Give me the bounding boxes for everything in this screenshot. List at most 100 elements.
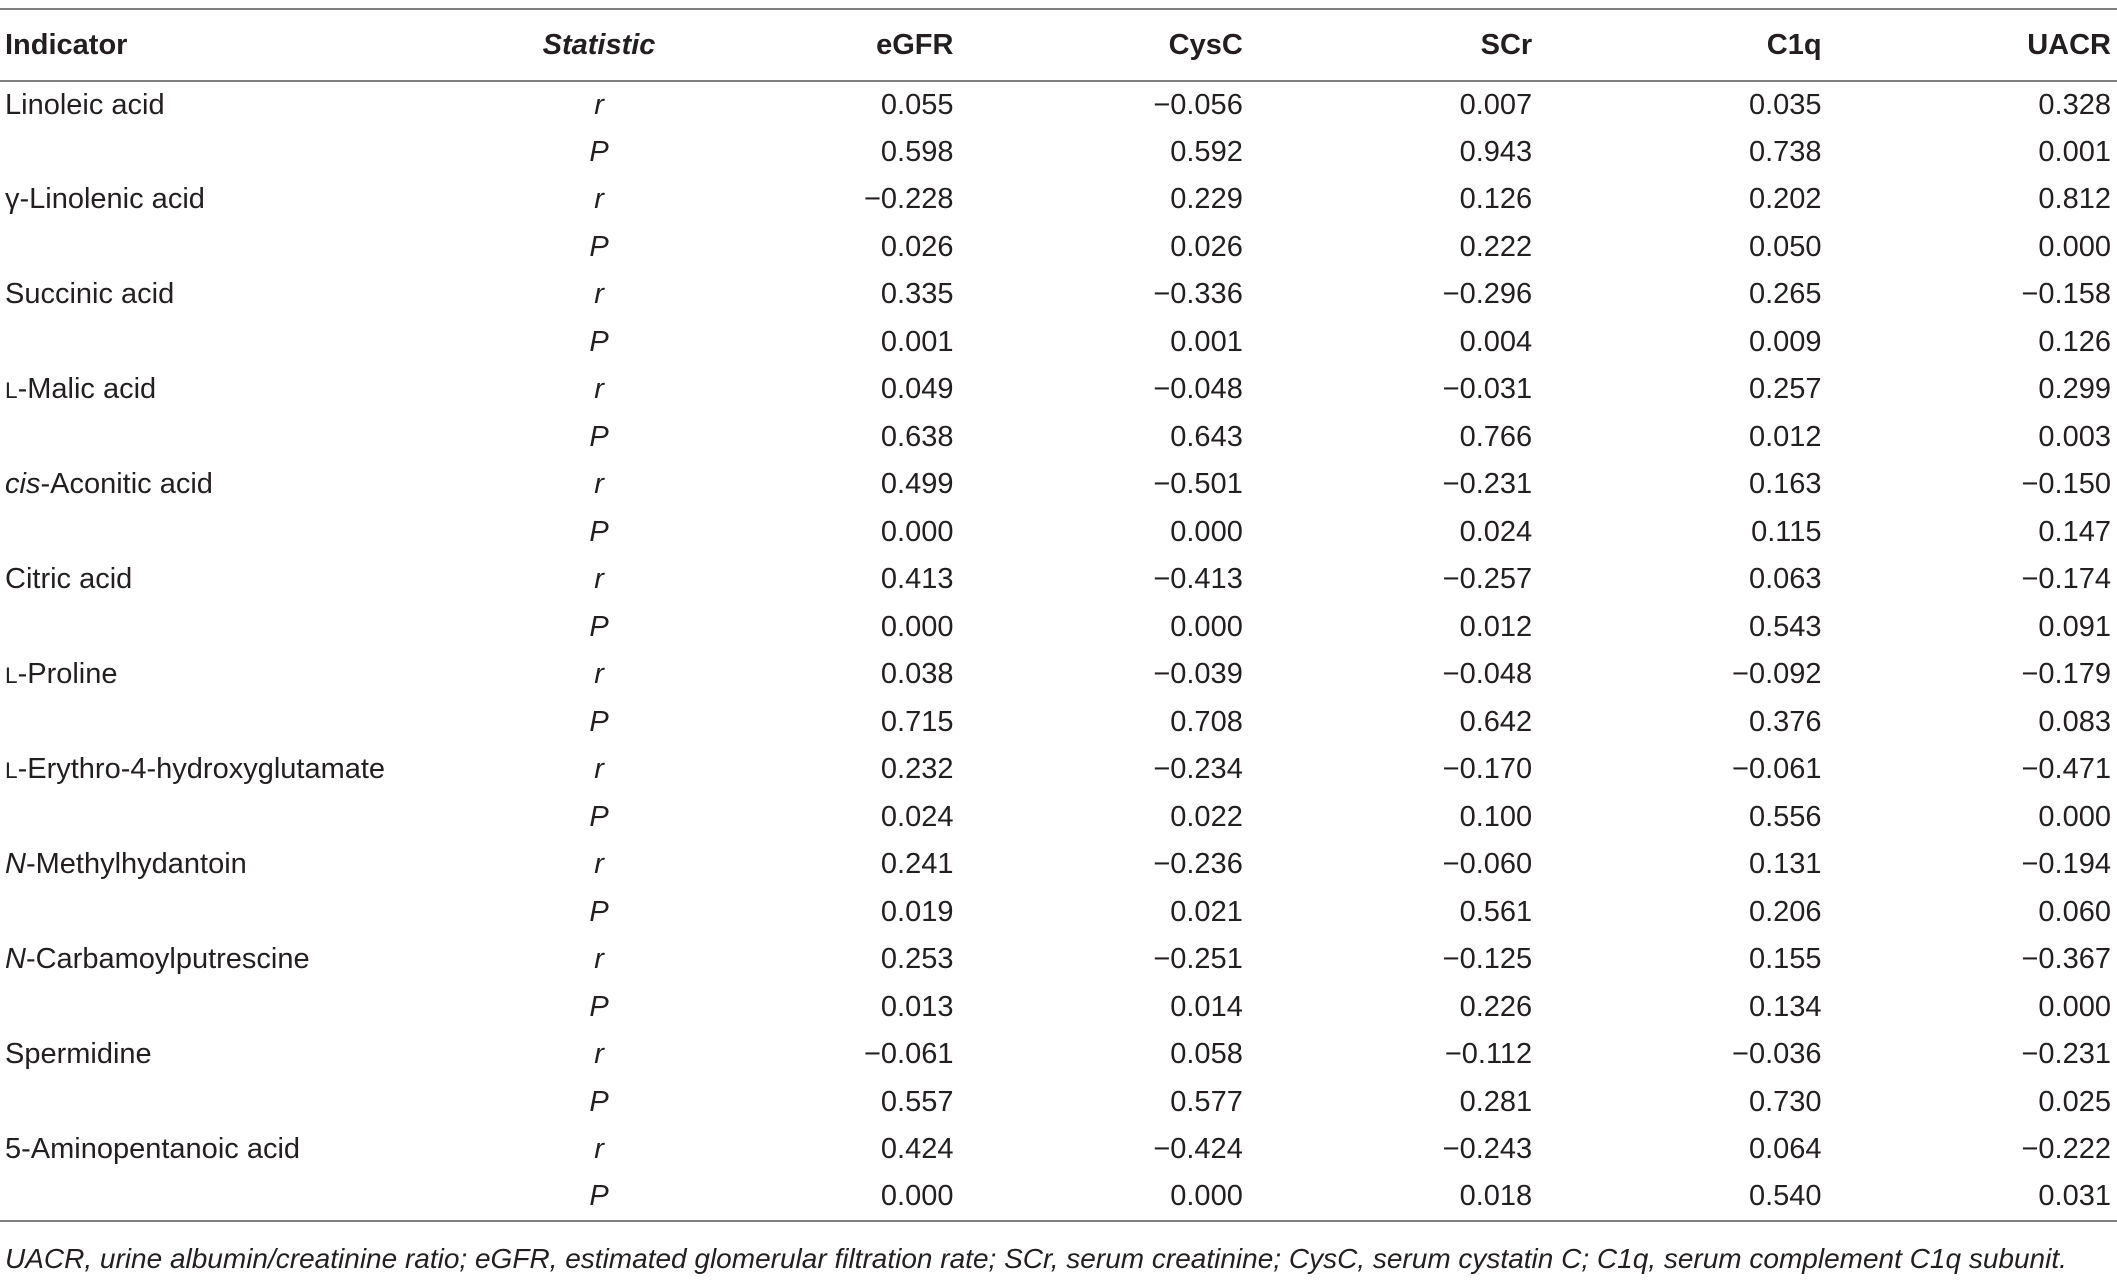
indicator-cell	[0, 509, 528, 557]
correlation-table: Indicator Statistic eGFR CysC SCr C1q UA…	[0, 8, 2117, 1222]
c1q-value-cell: 0.115	[1751, 515, 1822, 548]
statistic-cell: P	[589, 420, 609, 453]
egfr-value-cell: 0.038	[880, 658, 954, 691]
scr-value-cell: 0.024	[1459, 515, 1533, 548]
scr-value-cell: −0.112	[1444, 1038, 1533, 1071]
statistic-cell: P	[589, 135, 609, 168]
scr-value-cell: −0.170	[1442, 753, 1533, 786]
statistic-cell: P	[527, 1173, 671, 1222]
egfr-value-cell: 0.026	[880, 230, 954, 263]
cysc-value-cell: 0.001	[1170, 325, 1243, 358]
cysc-value-cell: −0.234	[1153, 753, 1243, 786]
uacr-value-cell: 0.000	[2038, 990, 2111, 1023]
c1q-value-cell: 0.163	[1748, 468, 1822, 501]
statistic-cell: r	[594, 943, 604, 976]
uacr-value-cell: −0.194	[2021, 848, 2111, 881]
egfr-value-cell: 0.024	[880, 800, 954, 833]
c1q-value-cell: 0.064	[1748, 1133, 1822, 1166]
cysc-value-cell: −0.039	[1153, 658, 1243, 691]
scr-value-cell: 0.100	[1459, 800, 1533, 833]
table-row: L-Proline r 0.038 −0.039 −0.048 −0.092 −0.179	[0, 651, 2117, 699]
indicator-cell: Linoleic acid	[0, 81, 528, 129]
table-row: P 0.000 0.000 0.024 0.115 0.147	[0, 509, 2117, 557]
scr-value-cell: 0.018	[1248, 1173, 1539, 1222]
statistic-cell: r	[594, 848, 604, 881]
uacr-value-cell: 0.091	[2038, 610, 2111, 643]
indicator-cell	[0, 1079, 528, 1127]
egfr-value-cell: 0.598	[880, 135, 954, 168]
statistic-cell: P	[589, 705, 609, 738]
cysc-value-cell: −0.424	[1153, 1133, 1243, 1166]
c1q-value-cell: 0.012	[1748, 420, 1822, 453]
indicator-name: 5-Aminopentanoic acid	[5, 1133, 301, 1166]
table-footnote: UACR, urine albumin/creatinine ratio; eG…	[5, 1243, 2067, 1274]
table-row: Spermidine r −0.061 0.058 −0.112 −0.036 −0.231	[0, 1031, 2117, 1079]
c1q-value-cell: −0.036	[1732, 1038, 1822, 1071]
table-row: P 0.026 0.026 0.222 0.050 0.000	[0, 224, 2117, 272]
statistic-cell: P	[589, 325, 609, 358]
cysc-value-cell: −0.056	[1153, 88, 1243, 121]
cysc-value-cell: 0.000	[1170, 610, 1243, 643]
c1q-value-cell: 0.009	[1748, 325, 1822, 358]
uacr-value-cell: 0.001	[2038, 135, 2111, 168]
egfr-value-cell: 0.557	[880, 1085, 954, 1118]
egfr-value-cell: 0.232	[880, 753, 954, 786]
uacr-value-cell: −0.222	[2021, 1133, 2111, 1166]
indicator-cell: L-Proline	[0, 651, 528, 699]
uacr-value-cell: −0.158	[2021, 278, 2111, 311]
egfr-value-cell: 0.715	[880, 705, 954, 738]
indicator-cell: Spermidine	[0, 1031, 528, 1079]
c1q-value-cell: 0.050	[1748, 230, 1822, 263]
egfr-value-cell: 0.000	[880, 515, 954, 548]
statistic-cell: P	[589, 895, 609, 928]
indicator-cell	[0, 889, 528, 937]
c1q-value-cell: 0.730	[1748, 1085, 1822, 1118]
scr-value-cell: 0.561	[1459, 895, 1533, 928]
indicator-name: γ-Linolenic acid	[5, 183, 205, 216]
c1q-value-cell: 0.543	[1748, 610, 1822, 643]
egfr-value-cell: 0.424	[880, 1133, 954, 1166]
scr-value-cell: −0.243	[1442, 1133, 1533, 1166]
cysc-value-cell: 0.022	[1170, 800, 1243, 833]
header-row: Indicator Statistic eGFR CysC SCr C1q UA…	[0, 8, 2117, 82]
uacr-value-cell: 0.328	[2038, 88, 2111, 121]
indicator-cell	[0, 414, 528, 462]
header-scr: SCr	[1248, 8, 1539, 82]
c1q-value-cell: 0.738	[1748, 135, 1822, 168]
c1q-value-cell: 0.202	[1748, 183, 1822, 216]
uacr-value-cell: −0.231	[2021, 1038, 2111, 1071]
egfr-value-cell: 0.499	[880, 468, 954, 501]
table-row: P 0.000 0.000 0.012 0.543 0.091	[0, 604, 2117, 652]
c1q-value-cell: 0.265	[1748, 278, 1822, 311]
table-row: Citric acid r 0.413 −0.413 −0.257 0.063 −0.174	[0, 556, 2117, 604]
c1q-value-cell: 0.540	[1538, 1173, 1828, 1222]
scr-value-cell: 0.766	[1459, 420, 1533, 453]
egfr-value-cell: 0.055	[880, 88, 954, 121]
uacr-value-cell: 0.000	[2038, 800, 2111, 833]
scr-value-cell: 0.004	[1459, 325, 1533, 358]
scr-value-cell: −0.031	[1442, 373, 1533, 406]
uacr-value-cell: 0.083	[2038, 705, 2111, 738]
uacr-value-cell: −0.471	[2021, 753, 2111, 786]
egfr-value-cell: 0.013	[880, 990, 954, 1023]
indicator-prefix: L	[5, 758, 18, 784]
cysc-value-cell: −0.501	[1153, 468, 1243, 501]
indicator-cell	[0, 129, 528, 177]
cysc-value-cell: 0.021	[1170, 895, 1243, 928]
scr-value-cell: 0.943	[1459, 135, 1533, 168]
scr-value-cell: −0.048	[1442, 658, 1533, 691]
egfr-value-cell: 0.001	[880, 325, 954, 358]
egfr-value-cell: 0.335	[880, 278, 954, 311]
scr-value-cell: 0.281	[1459, 1085, 1533, 1118]
indicator-prefix: N	[5, 943, 26, 976]
c1q-value-cell: 0.063	[1748, 563, 1822, 596]
cysc-value-cell: 0.026	[1170, 230, 1243, 263]
header-indicator: Indicator	[0, 8, 528, 82]
statistic-cell: P	[589, 515, 609, 548]
cysc-value-cell: 0.577	[1170, 1085, 1243, 1118]
indicator-cell: L-Malic acid	[0, 366, 528, 414]
table-row: Linoleic acid r 0.055 −0.056 0.007 0.035 0.328	[0, 81, 2117, 129]
table-row: 5-Aminopentanoic acid r 0.424 −0.424 −0.243 0…	[0, 1126, 2117, 1174]
c1q-value-cell: 0.155	[1748, 943, 1822, 976]
c1q-value-cell: 0.131	[1748, 848, 1822, 881]
